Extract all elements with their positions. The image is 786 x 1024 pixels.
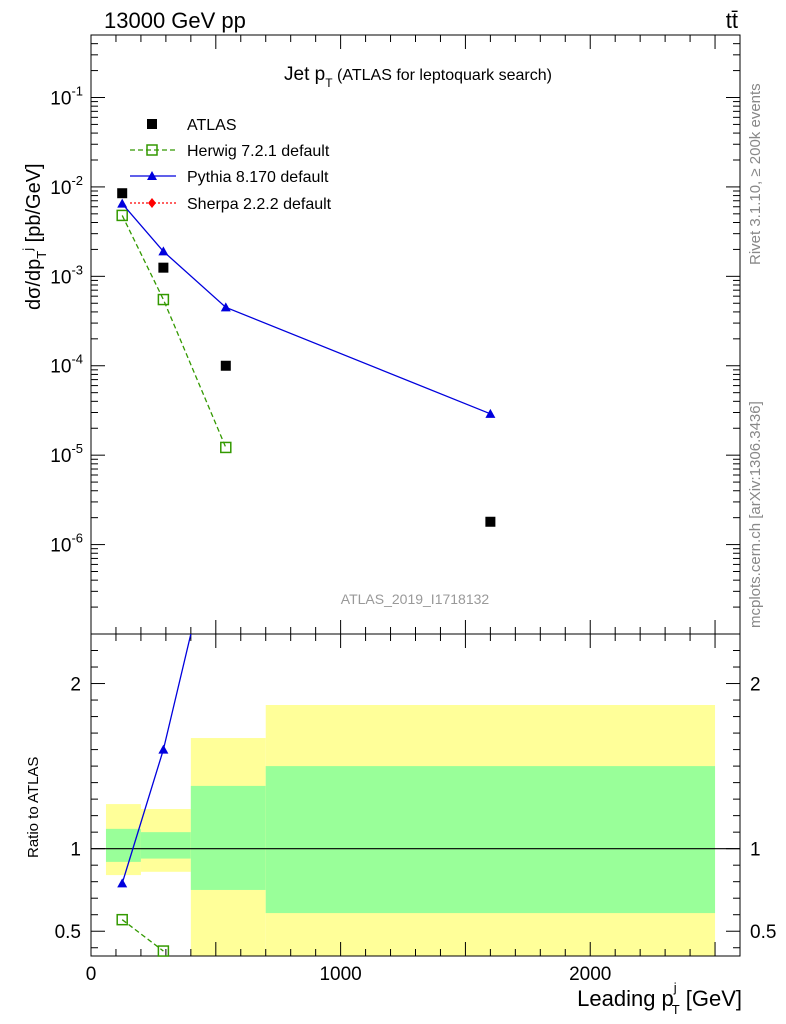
y-tick-label: 10-2 <box>50 173 83 199</box>
header-right: tt̄ <box>726 8 738 33</box>
main-ticks: 10-6 10-5 10-4 10-3 10-2 10-1 <box>50 34 741 635</box>
ratio-ticks: 0.5 0.5 1 1 2 2 0 1000 2000 <box>55 634 776 985</box>
series-line <box>121 203 491 415</box>
y-tick-label: 10-3 <box>50 262 83 288</box>
ratio-tick-label: 2 <box>70 675 81 696</box>
legend-label: Pythia 8.170 default <box>187 169 329 186</box>
x-tick-label: 1000 <box>319 964 361 985</box>
analysis-id: ATLAS_2019_I1718132 <box>341 591 490 607</box>
inner-band <box>190 785 266 890</box>
data-point <box>158 262 169 273</box>
legend-marker <box>146 144 158 156</box>
legend-label: Herwig 7.2.1 default <box>187 143 330 160</box>
ratio-tick-label-right: 0.5 <box>750 922 776 943</box>
y-axis-label-bottom: Ratio to ATLAS <box>25 757 42 858</box>
main-panel: 10-6 10-5 10-4 10-3 10-2 10-1 Jet pT (ATLAS f… <box>50 34 741 635</box>
data-point <box>485 408 496 418</box>
ratio-tick-label-right: 1 <box>750 840 761 861</box>
series-line <box>121 215 227 448</box>
data-point <box>117 188 128 199</box>
x-axis-label: Leading pj T [GeV] <box>577 980 742 1017</box>
y-tick-label: 10-1 <box>50 83 83 109</box>
ratio-marks <box>116 633 192 957</box>
inner-band <box>265 766 716 914</box>
ratio-point <box>116 913 128 926</box>
y-axis-label-top: dσ/dpTj [pb/GeV] <box>20 163 49 310</box>
ratio-point <box>158 744 169 754</box>
data-point <box>157 293 170 306</box>
data-point <box>220 441 232 454</box>
legend-marker <box>147 119 157 129</box>
ratio-tick-label-right: 2 <box>750 675 761 696</box>
ratio-point <box>117 878 128 888</box>
data-point <box>116 209 128 222</box>
y-tick-label: 10-6 <box>50 531 83 557</box>
y-tick-label: 10-4 <box>50 352 83 378</box>
y-tick-label: 10-5 <box>50 441 83 467</box>
ratio-tick-label: 0.5 <box>55 922 81 943</box>
legend-label: Sherpa 2.2.2 default <box>187 196 332 213</box>
data-point <box>485 516 496 527</box>
legend: ATLAS Herwig 7.2.1 default Pythia 8.170 de… <box>130 117 332 213</box>
legend-marker <box>147 171 157 180</box>
legend-label: ATLAS <box>187 117 237 134</box>
x-tick-label: 2000 <box>569 964 611 985</box>
ratio-point <box>157 945 170 957</box>
data-point <box>158 246 169 256</box>
ratio-line <box>121 919 164 952</box>
inner-band <box>140 832 191 859</box>
data-point <box>220 302 231 312</box>
plot-title: Jet pT (ATLAS for leptoquark search) <box>284 64 552 90</box>
legend-marker <box>148 198 156 208</box>
x-tick-label: 0 <box>86 964 97 985</box>
main-marks <box>116 188 496 527</box>
data-point <box>117 198 128 208</box>
ratio-tick-label: 1 <box>70 840 81 861</box>
ratio-panel: 0.5 0.5 1 1 2 2 0 1000 2000 <box>55 633 776 985</box>
source-info: mcplots.cern.ch [arXiv:1306.3436] <box>747 401 764 628</box>
rivet-info: Rivet 3.1.10, ≥ 200k events <box>747 83 764 265</box>
header-left: 13000 GeV pp <box>104 8 246 33</box>
inner-band <box>105 828 141 862</box>
ratio-bands <box>105 705 716 956</box>
data-point <box>220 360 231 371</box>
